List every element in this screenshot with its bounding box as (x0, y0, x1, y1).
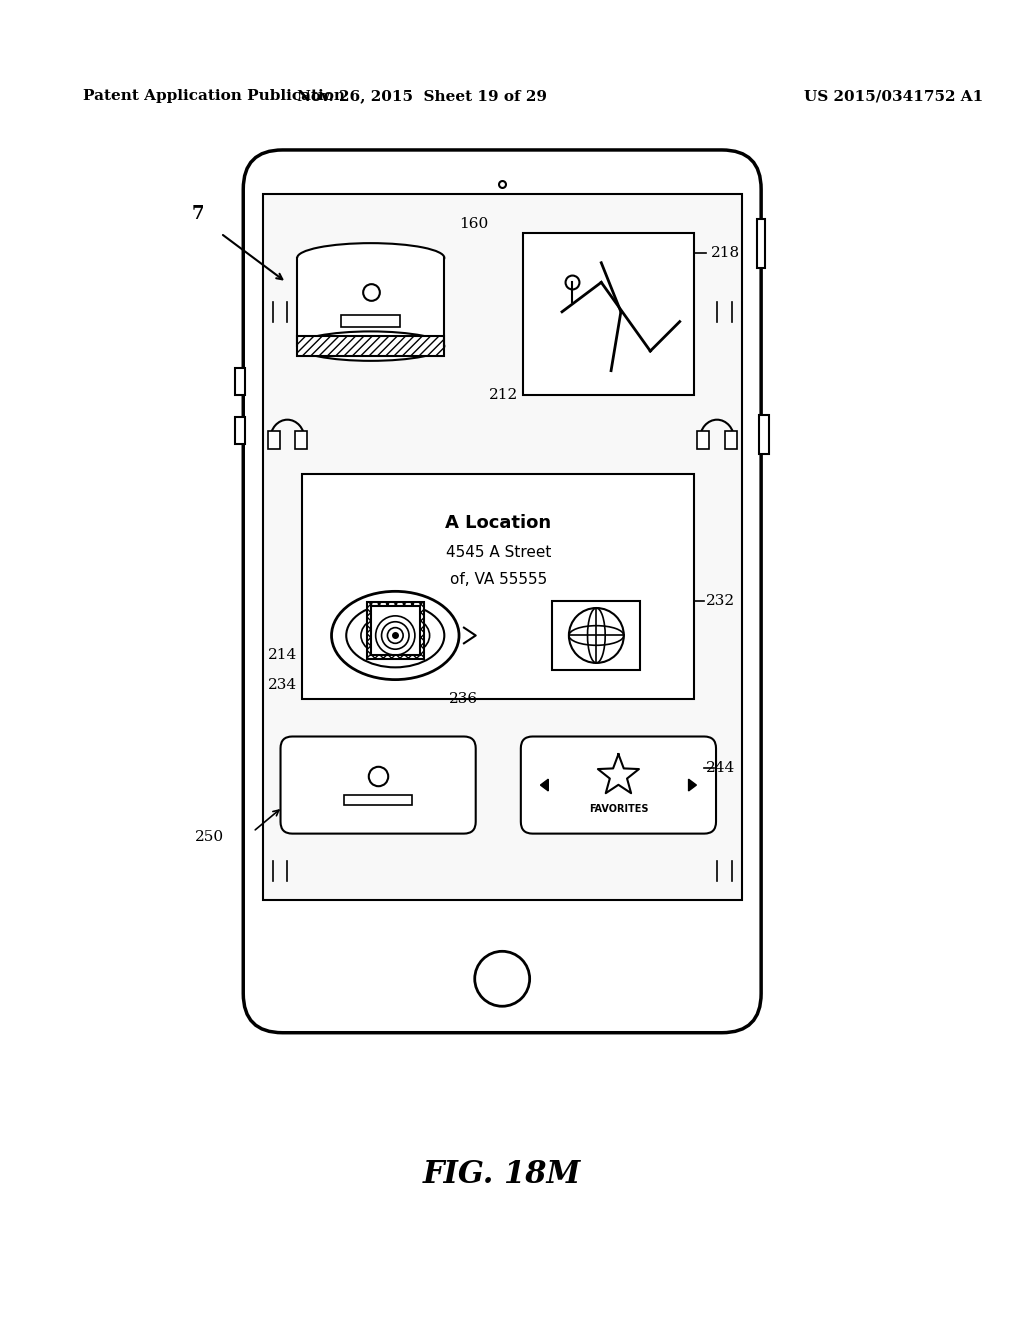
Bar (302, 474, 694, 700)
Bar (344, 796, 413, 805)
Text: 232: 232 (707, 594, 735, 609)
Text: US 2015/0341752 A1: US 2015/0341752 A1 (804, 88, 983, 103)
Text: of, VA 55555: of, VA 55555 (450, 572, 547, 587)
Ellipse shape (360, 614, 430, 657)
Bar (757, 219, 765, 268)
Bar (725, 432, 736, 449)
Text: FAVORITES: FAVORITES (589, 804, 648, 814)
Text: 236: 236 (450, 692, 478, 706)
Bar (697, 432, 710, 449)
Bar (236, 368, 245, 395)
Text: 214: 214 (267, 648, 297, 663)
FancyBboxPatch shape (244, 150, 761, 1032)
Polygon shape (541, 779, 548, 791)
Ellipse shape (332, 591, 459, 680)
Ellipse shape (297, 243, 444, 272)
Bar (267, 432, 280, 449)
Text: FIG. 18M: FIG. 18M (423, 1159, 582, 1191)
Ellipse shape (346, 603, 444, 668)
Text: A Location: A Location (445, 513, 551, 532)
Bar (236, 417, 245, 445)
Text: Patent Application Publication: Patent Application Publication (83, 88, 345, 103)
Text: 244: 244 (707, 760, 735, 775)
Text: 234: 234 (267, 677, 297, 692)
Bar (297, 257, 444, 346)
Text: 212: 212 (488, 388, 518, 403)
Bar (295, 432, 307, 449)
Bar (552, 601, 640, 669)
Text: 218: 218 (711, 246, 740, 260)
Circle shape (569, 609, 624, 663)
Text: 160: 160 (459, 216, 488, 231)
Ellipse shape (297, 331, 444, 360)
Text: 250: 250 (195, 829, 223, 843)
Bar (341, 314, 400, 326)
Bar (371, 606, 420, 655)
Bar (523, 234, 694, 395)
Text: Nov. 26, 2015  Sheet 19 of 29: Nov. 26, 2015 Sheet 19 of 29 (297, 88, 547, 103)
Bar (367, 602, 424, 659)
Bar (297, 337, 444, 356)
Circle shape (475, 952, 529, 1006)
Text: 4545 A Street: 4545 A Street (445, 545, 551, 560)
Bar (759, 414, 769, 454)
FancyBboxPatch shape (521, 737, 716, 834)
FancyBboxPatch shape (281, 737, 476, 834)
Polygon shape (688, 779, 696, 791)
Bar (263, 194, 741, 900)
Text: 7: 7 (191, 205, 205, 223)
Bar (458, 199, 547, 209)
